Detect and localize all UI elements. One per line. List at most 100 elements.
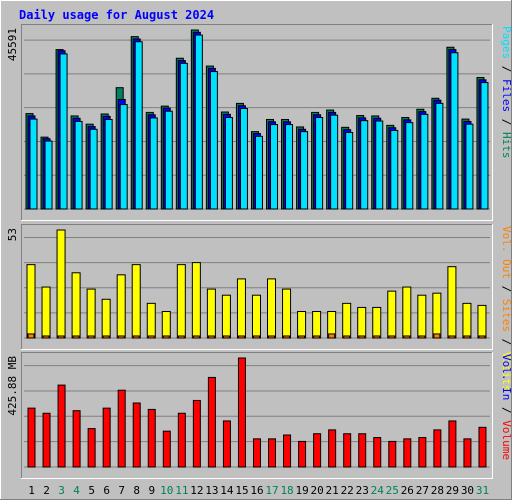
panel-middle-legend: Vol. Out / Sites / Visits bbox=[500, 226, 512, 392]
bar-sites-day-14 bbox=[222, 335, 230, 339]
bar-volume-day-8 bbox=[132, 402, 141, 468]
bar-pages-day-12 bbox=[194, 34, 203, 210]
bar-pages-day-24 bbox=[375, 120, 384, 210]
bar-pages-day-2 bbox=[44, 140, 53, 210]
bar-sites-day-7 bbox=[117, 335, 125, 339]
panel-bottom-bars bbox=[27, 357, 487, 468]
day-label-2: 2 bbox=[43, 484, 50, 497]
bar-volume-day-22 bbox=[343, 433, 352, 468]
chart-title: Daily usage for August 2024 bbox=[19, 8, 214, 22]
legend-separator: / bbox=[500, 279, 512, 299]
legend-pages-label: Pages bbox=[500, 26, 512, 59]
bar-volume-day-4 bbox=[72, 410, 81, 468]
bar-volume-day-20 bbox=[313, 433, 322, 468]
bar-visits-day-27 bbox=[417, 294, 427, 339]
panel-bottom-ymax-label: 425.88 MB bbox=[6, 356, 19, 416]
panel-top: 45591 Pages / Files / Hits bbox=[6, 24, 512, 221]
panel-middle: 53 Vol. Out / Sites / Visits bbox=[6, 224, 512, 392]
day-label-13: 13 bbox=[205, 484, 218, 497]
day-label-29: 29 bbox=[446, 484, 459, 497]
legend-hits-label: Hits bbox=[500, 132, 512, 159]
bar-visits-day-9 bbox=[146, 302, 156, 339]
bar-sites-day-2 bbox=[42, 335, 50, 339]
day-label-6: 6 bbox=[103, 484, 110, 497]
bar-visits-day-7 bbox=[116, 274, 126, 339]
legend-volume-label: Volume bbox=[500, 420, 512, 460]
bar-sites-day-25 bbox=[388, 335, 396, 339]
bar-pages-day-6 bbox=[104, 118, 113, 210]
day-label-8: 8 bbox=[133, 484, 140, 497]
bar-pages-day-21 bbox=[330, 114, 339, 210]
bar-volume-day-31 bbox=[478, 426, 487, 468]
day-label-5: 5 bbox=[88, 484, 95, 497]
bar-visits-day-8 bbox=[131, 264, 141, 339]
bar-sites-day-8 bbox=[132, 335, 140, 339]
day-label-14: 14 bbox=[220, 484, 234, 497]
bar-pages-day-4 bbox=[74, 120, 83, 210]
bar-visits-day-10 bbox=[161, 311, 171, 339]
bar-sites-day-12 bbox=[192, 335, 200, 339]
bar-volume-day-15 bbox=[237, 357, 246, 468]
bar-visits-day-14 bbox=[221, 294, 231, 339]
bar-pages-day-19 bbox=[300, 131, 309, 210]
bar-sites-day-29 bbox=[448, 335, 456, 339]
bar-volume-day-9 bbox=[147, 408, 156, 468]
bar-visits-day-13 bbox=[206, 288, 216, 339]
day-label-28: 28 bbox=[431, 484, 444, 497]
bar-volume-day-29 bbox=[448, 420, 457, 468]
bar-volume-day-23 bbox=[358, 433, 367, 468]
bar-volume-day-12 bbox=[192, 399, 201, 468]
day-label-12: 12 bbox=[190, 484, 203, 497]
bar-pages-day-15 bbox=[239, 107, 248, 210]
legend-sites-label: Sites bbox=[500, 299, 512, 332]
legend-vol-in-label: Vol. In bbox=[500, 354, 512, 400]
bar-sites-day-9 bbox=[147, 335, 155, 339]
bar-visits-day-29 bbox=[447, 266, 457, 339]
legend-files-label: Files bbox=[500, 79, 512, 112]
panel-bottom-legend: Vol. In / Volume bbox=[500, 354, 512, 460]
bar-sites-day-23 bbox=[358, 335, 366, 339]
panel-middle-ymax-label: 53 bbox=[6, 228, 19, 241]
bar-volume-day-3 bbox=[57, 384, 66, 468]
bar-visits-day-6 bbox=[101, 298, 111, 339]
day-label-31: 31 bbox=[476, 484, 489, 497]
bar-volume-day-28 bbox=[433, 429, 442, 468]
bar-volume-day-5 bbox=[87, 428, 96, 468]
bar-pages-day-20 bbox=[315, 117, 324, 210]
x-axis-day-labels: 1 2 3 4 5 6 7 8 9 10 11 12 13 14 15 16 17 18 19 20 21 22 23 24 2… bbox=[28, 484, 489, 497]
legend-separator: / bbox=[500, 112, 512, 132]
bar-visits-day-19 bbox=[297, 311, 307, 339]
day-label-21: 21 bbox=[326, 484, 339, 497]
bar-visits-day-15 bbox=[236, 278, 246, 339]
bar-sites-day-15 bbox=[237, 335, 245, 339]
bar-volume-day-21 bbox=[328, 429, 337, 468]
legend-vol-out-label: Vol. Out bbox=[500, 226, 512, 279]
bar-visits-day-22 bbox=[342, 302, 352, 339]
bar-pages-day-13 bbox=[209, 71, 218, 210]
bar-visits-day-5 bbox=[86, 288, 96, 339]
day-label-1: 1 bbox=[28, 484, 35, 497]
bar-volume-day-2 bbox=[42, 412, 51, 468]
bar-sites-day-16 bbox=[252, 335, 260, 339]
bar-volume-day-1 bbox=[27, 407, 36, 468]
bar-visits-day-4 bbox=[71, 272, 81, 339]
panel-middle-bars bbox=[26, 229, 487, 339]
bar-volume-day-27 bbox=[418, 437, 427, 468]
bar-sites-day-31 bbox=[478, 335, 486, 339]
bar-volume-day-16 bbox=[252, 438, 261, 468]
bar-visits-day-12 bbox=[191, 262, 201, 339]
day-label-18: 18 bbox=[280, 484, 293, 497]
bar-pages-day-26 bbox=[405, 122, 414, 210]
bar-visits-day-3 bbox=[56, 229, 66, 339]
day-label-19: 19 bbox=[295, 484, 308, 497]
day-label-30: 30 bbox=[461, 484, 474, 497]
bar-visits-day-18 bbox=[282, 288, 292, 339]
day-label-10: 10 bbox=[160, 484, 173, 497]
legend-visits-label: Visits bbox=[500, 352, 512, 392]
panel-top-bars bbox=[25, 29, 489, 210]
bar-pages-day-17 bbox=[270, 124, 279, 210]
bar-sites-day-26 bbox=[403, 335, 411, 339]
day-label-3: 3 bbox=[58, 484, 65, 497]
